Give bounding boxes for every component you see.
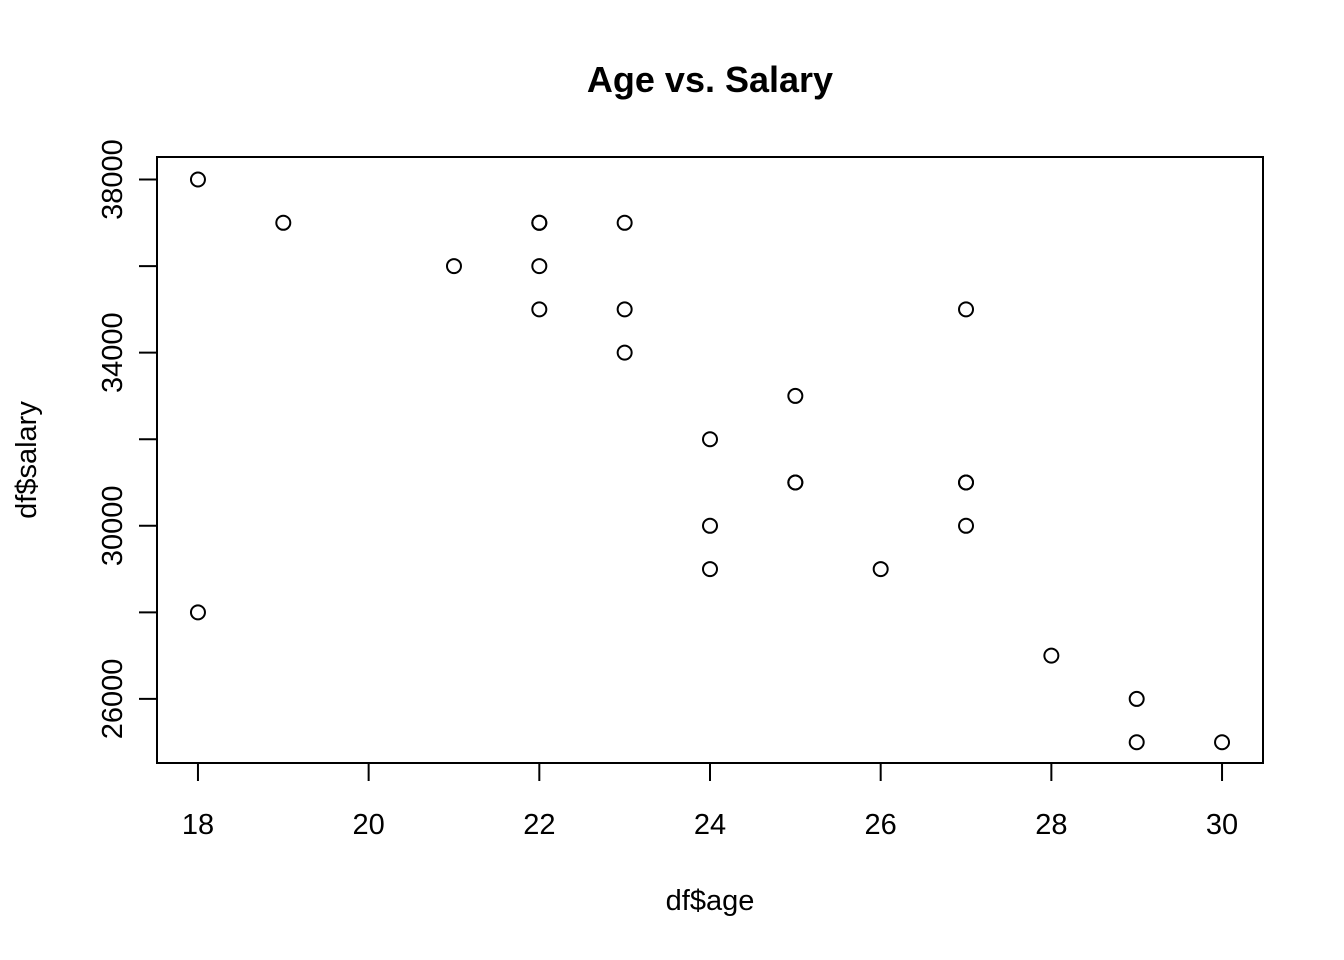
data-point bbox=[275, 214, 292, 231]
y-tick-label: 38000 bbox=[97, 139, 129, 220]
data-point bbox=[1128, 690, 1145, 707]
data-point bbox=[616, 214, 633, 231]
data-point bbox=[958, 301, 975, 318]
x-tick-label: 28 bbox=[1035, 809, 1067, 841]
data-point bbox=[872, 561, 889, 578]
data-point bbox=[616, 344, 633, 361]
data-point bbox=[531, 258, 548, 275]
x-axis: 18 20 22 24 26 28 30 bbox=[182, 762, 1238, 841]
data-point bbox=[531, 214, 548, 231]
data-point bbox=[702, 431, 718, 448]
data-point bbox=[445, 258, 462, 275]
data-point bbox=[958, 474, 975, 491]
x-tick-label: 18 bbox=[182, 809, 214, 841]
data-points bbox=[189, 171, 1231, 751]
data-point bbox=[189, 171, 206, 188]
x-tick-label: 22 bbox=[523, 809, 555, 841]
data-point bbox=[702, 517, 718, 534]
x-axis-label: df$age bbox=[666, 885, 755, 917]
x-tick-label: 26 bbox=[865, 809, 897, 841]
x-tick-label: 24 bbox=[694, 809, 726, 841]
y-axis-label: df$salary bbox=[11, 401, 43, 519]
y-axis: 26000 30000 34000 38000 bbox=[97, 139, 158, 740]
chart-title: Age vs. Salary bbox=[587, 59, 833, 100]
data-point bbox=[958, 517, 975, 534]
data-point bbox=[787, 387, 804, 404]
data-point bbox=[1043, 647, 1060, 664]
y-tick-label: 34000 bbox=[97, 312, 129, 393]
data-point bbox=[1128, 734, 1145, 751]
data-point bbox=[189, 604, 206, 621]
data-point bbox=[616, 301, 633, 318]
data-point bbox=[531, 301, 548, 318]
x-tick-label: 20 bbox=[353, 809, 385, 841]
x-tick-label: 30 bbox=[1206, 809, 1238, 841]
y-tick-label: 26000 bbox=[97, 659, 129, 740]
plot-frame bbox=[156, 156, 1264, 764]
data-point bbox=[787, 474, 804, 491]
y-tick-label: 30000 bbox=[97, 485, 129, 566]
data-point bbox=[702, 561, 718, 578]
data-point bbox=[1214, 734, 1231, 751]
